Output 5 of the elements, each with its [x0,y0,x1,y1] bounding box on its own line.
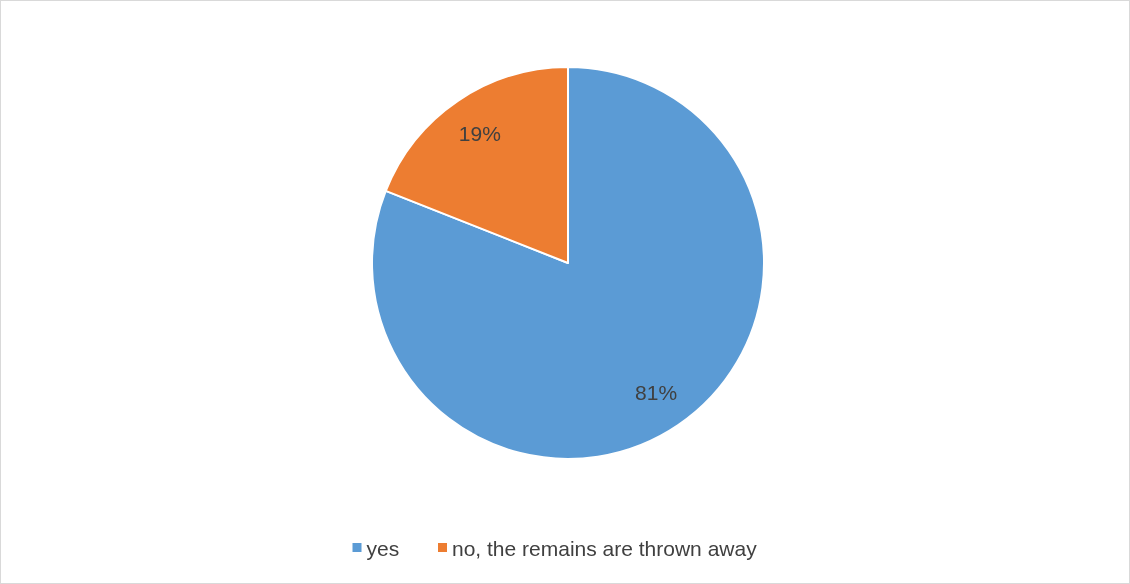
legend-label: no, the remains are thrown away [452,536,758,560]
legend-label: yes [366,536,400,560]
data-label: 19% [458,121,501,145]
data-label: 81% [635,381,678,405]
pie-slice [371,66,765,460]
